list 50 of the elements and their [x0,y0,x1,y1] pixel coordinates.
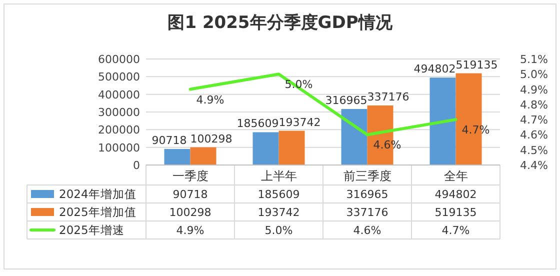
text: 519135 [456,58,498,72]
x-tick-label: 一季度 [172,169,208,183]
y-tick-label: 400000 [98,88,140,102]
x-tick-label: 前三季度 [343,169,392,183]
data-label: 4.7% [442,224,470,237]
y2-tick-label: 5.1% [520,53,548,66]
bar [278,130,305,165]
bar [341,109,368,165]
data-label: 519135 [434,206,477,219]
y2-tick-label: 4.8% [520,98,548,112]
data-label: 337176 [346,206,388,219]
legend-label: 2024年增加值 [59,187,136,201]
data-label: 494802 [434,188,477,201]
text: 494802 [414,62,456,76]
y2-tick-label: 5.0% [520,68,548,82]
y-tick-label: 600000 [98,53,140,66]
text: 4.9% [196,93,224,106]
legend-label: 2025年增加值 [59,205,136,219]
legend-label: 2025年增速 [59,223,124,237]
data-label: 4.6% [353,224,382,237]
bar [252,132,279,165]
y2-tick-label: 4.4% [520,159,548,172]
bar [164,148,190,165]
text: 316965 [325,94,368,108]
y2-tick-label: 4.9% [520,83,548,96]
data-label: 100298 [169,206,212,219]
y-tick-label: 500000 [98,70,140,84]
y2-tick-label: 4.7% [520,114,548,127]
text: 185609 [236,117,279,130]
chart-title: 图1 2025年分季度GDP情况 [168,13,394,33]
data-label: 5.0% [264,224,293,237]
x-tick-label: 上半年 [260,169,297,183]
x-tick-label: 全年 [444,169,468,183]
data-label: 4.9% [176,224,204,237]
y-tick-label: 100000 [98,141,140,154]
bar [190,147,216,165]
y-tick-label: 300000 [98,106,140,119]
text: 193742 [278,116,321,129]
y-tick-label: 200000 [98,124,140,137]
y-tick-label: 0 [133,159,140,172]
bar [430,78,456,165]
data-label: 193742 [258,206,300,219]
text: 337176 [367,90,410,104]
data-label: 90718 [172,188,208,201]
data-label: 316965 [346,188,388,201]
data-label: 185609 [258,188,300,201]
y2-tick-label: 4.5% [520,144,548,157]
text: 90718 [152,134,187,147]
text: 100298 [190,132,232,146]
y2-tick-label: 4.6% [520,128,548,142]
